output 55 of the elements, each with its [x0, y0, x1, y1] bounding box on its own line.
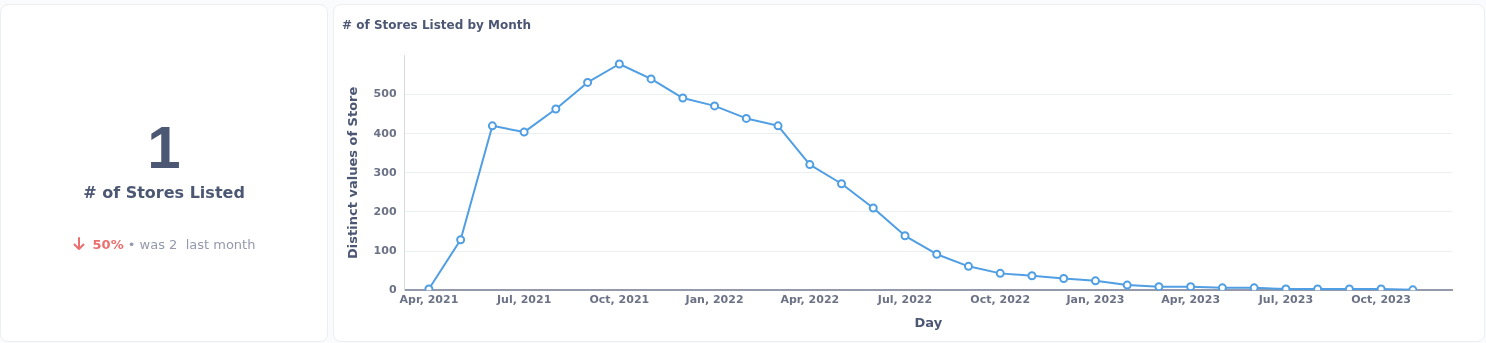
point — [837, 179, 847, 189]
point — [1249, 283, 1259, 291]
point — [773, 121, 783, 131]
x-tick-label: Apr, 2021 — [399, 292, 459, 306]
point — [710, 101, 720, 111]
x-tick-label: Jul, 2023 — [1257, 292, 1314, 306]
point — [487, 121, 497, 131]
point — [1186, 282, 1196, 291]
point — [1313, 284, 1323, 291]
point — [995, 268, 1005, 278]
x-tick-label: Apr, 2023 — [1161, 292, 1221, 306]
point — [1344, 284, 1354, 291]
point — [646, 74, 656, 84]
point — [805, 160, 815, 170]
point — [456, 235, 466, 245]
x-tick-label: Jul, 2022 — [876, 292, 933, 306]
x-tick-label: Jan, 2022 — [684, 292, 744, 306]
point — [1090, 276, 1100, 286]
point — [1281, 284, 1291, 291]
point — [583, 77, 593, 87]
chart-title: # of Stores Listed by Month — [342, 18, 532, 33]
y-tick-label: 100 — [373, 243, 397, 257]
point — [678, 93, 688, 103]
point — [741, 113, 751, 123]
point — [1027, 271, 1037, 281]
text: 50% — [92, 237, 124, 252]
point — [1059, 273, 1069, 283]
x-tick-label: Oct, 2023 — [1351, 292, 1411, 306]
y-tick-label: 300 — [373, 165, 397, 179]
text: 1 — [146, 113, 182, 182]
point — [551, 104, 561, 114]
y-axis-title: Distinct values of Store — [345, 86, 361, 259]
point — [932, 249, 942, 259]
text: # of Stores Listed — [82, 183, 246, 202]
point — [1122, 280, 1132, 290]
x-tick-label: Oct, 2022 — [970, 292, 1031, 306]
y-tick-label: 500 — [373, 87, 397, 101]
point — [868, 203, 878, 213]
x-tick-label: Oct, 2021 — [589, 292, 650, 306]
x-tick-label: Jan, 2023 — [1065, 292, 1125, 306]
x-tick-label: Apr, 2022 — [780, 292, 840, 306]
point — [1154, 282, 1164, 291]
text: • was 2 last month — [126, 237, 256, 252]
x-axis-title: Day — [914, 314, 943, 330]
y-tick-label: 200 — [373, 204, 397, 218]
point — [963, 261, 973, 271]
point — [519, 127, 529, 137]
point — [1217, 283, 1227, 291]
y-tick-label: 0 — [388, 283, 397, 297]
point — [614, 59, 624, 69]
point — [900, 231, 910, 241]
point — [424, 284, 434, 291]
x-tick-label: Jul, 2021 — [495, 292, 552, 306]
y-tick-label: 400 — [373, 126, 397, 140]
point — [1376, 284, 1386, 291]
